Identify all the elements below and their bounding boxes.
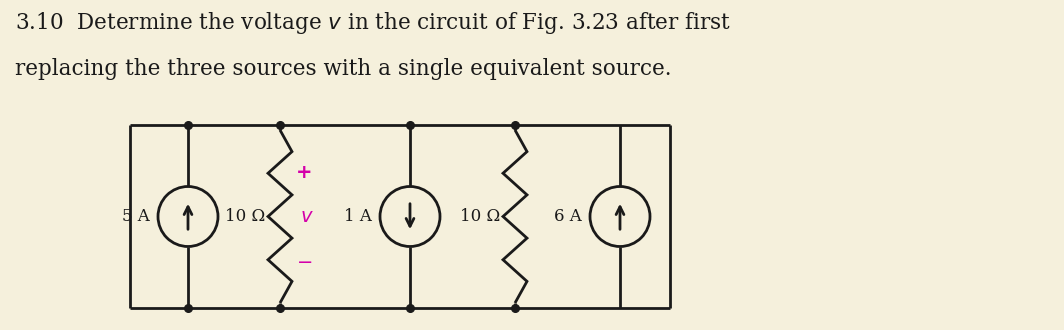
Text: 1 A: 1 A [344, 208, 372, 225]
Text: $-$: $-$ [296, 251, 312, 270]
Text: 10 Ω: 10 Ω [225, 208, 265, 225]
Text: 5 A: 5 A [122, 208, 150, 225]
Circle shape [157, 186, 218, 247]
Text: 6 A: 6 A [554, 208, 582, 225]
Text: +: + [296, 163, 313, 182]
Text: 3.10  Determine the voltage $v$ in the circuit of Fig. 3.23 after first: 3.10 Determine the voltage $v$ in the ci… [15, 10, 731, 36]
Text: replacing the three sources with a single equivalent source.: replacing the three sources with a singl… [15, 58, 671, 80]
Circle shape [380, 186, 440, 247]
Text: 10 Ω: 10 Ω [460, 208, 500, 225]
Text: $v$: $v$ [300, 207, 314, 226]
Circle shape [591, 186, 650, 247]
